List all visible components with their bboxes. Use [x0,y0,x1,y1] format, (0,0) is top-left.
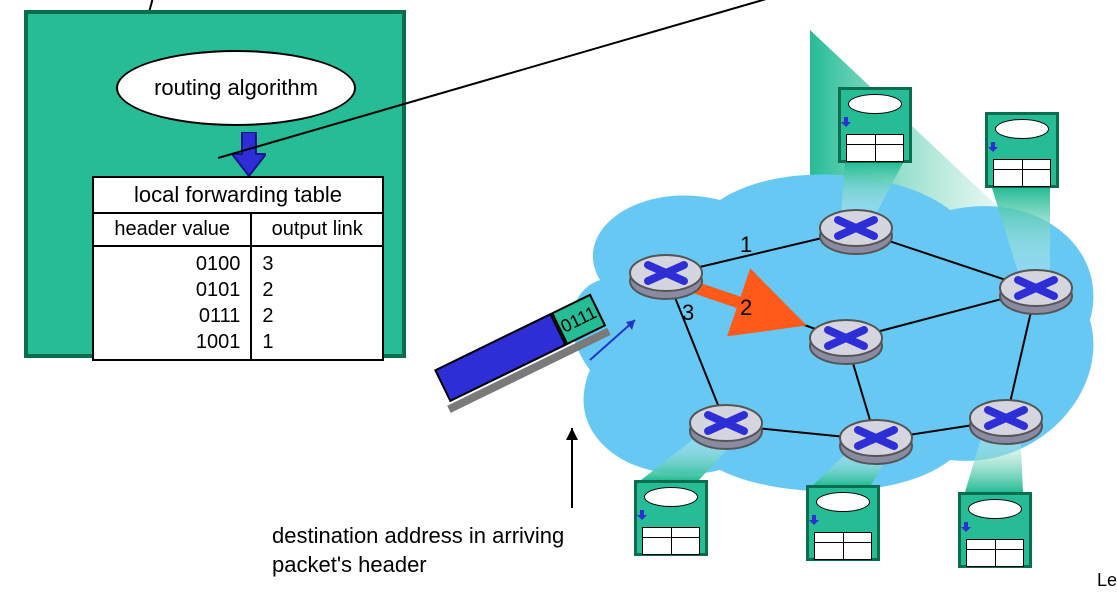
fwd-table-header: header value output link [94,214,382,247]
router-icon [840,420,912,464]
col-output-link: output link [252,214,382,245]
destination-label-text: destination address in arriving packet's… [272,523,564,577]
routing-algorithm-label: routing algorithm [154,75,318,101]
mini-ellipse [968,499,1022,519]
mini-ellipse [848,94,902,114]
packet: 0111 [432,287,613,405]
router-icon [690,405,762,449]
mini-table [993,159,1051,187]
mini-down-arrow-icon [841,117,851,127]
routing-algorithm-ellipse: routing algorithm [116,50,356,126]
table-row: 0111 [104,303,240,329]
router-icon [970,400,1042,444]
mini-table-box [838,87,912,163]
network-cloud [572,175,1094,492]
mini-table [846,134,904,162]
fwd-col-header-values: 0100 0101 0111 1001 [94,247,252,359]
link-label-1: 1 [740,232,752,258]
router-icon [1000,270,1072,314]
router-icon [820,210,892,254]
table-row: 3 [262,251,372,277]
table-row: 0100 [104,251,240,277]
forwarding-table: local forwarding table header value outp… [92,176,384,361]
dest-label-arrow [566,428,578,508]
mini-table-box [806,485,880,561]
destination-label: destination address in arriving packet's… [272,522,564,579]
table-row: 0101 [104,277,240,303]
mini-down-arrow-icon [809,515,819,525]
fwd-table-title: local forwarding table [94,178,382,214]
control-plane-box: routing algorithm local forwarding table… [24,10,406,358]
router-icon [630,255,702,299]
mini-down-arrow-icon [637,510,647,520]
mini-ellipse [995,119,1049,139]
mini-table-box [985,112,1059,188]
link-label-3: 3 [682,300,694,326]
down-arrow-icon [232,132,266,176]
table-row: 2 [262,303,372,329]
col-header-value: header value [94,214,252,245]
partial-corner-text: Le [1097,570,1117,591]
mini-down-arrow-icon [988,142,998,152]
mini-ellipse [816,492,870,512]
mini-table-box [634,480,708,556]
router-icon [810,320,882,364]
table-row: 1 [262,329,372,355]
table-row: 2 [262,277,372,303]
link-label-2: 2 [740,295,752,321]
table-row: 1001 [104,329,240,355]
mini-table [642,527,700,555]
fwd-table-rows: 0100 0101 0111 1001 3 2 2 1 [94,247,382,359]
mini-ellipse [644,487,698,507]
mini-table [966,539,1024,567]
mini-table [814,532,872,560]
fwd-col-output-links: 3 2 2 1 [252,247,382,359]
mini-table-box [958,492,1032,568]
mini-down-arrow-icon [961,522,971,532]
